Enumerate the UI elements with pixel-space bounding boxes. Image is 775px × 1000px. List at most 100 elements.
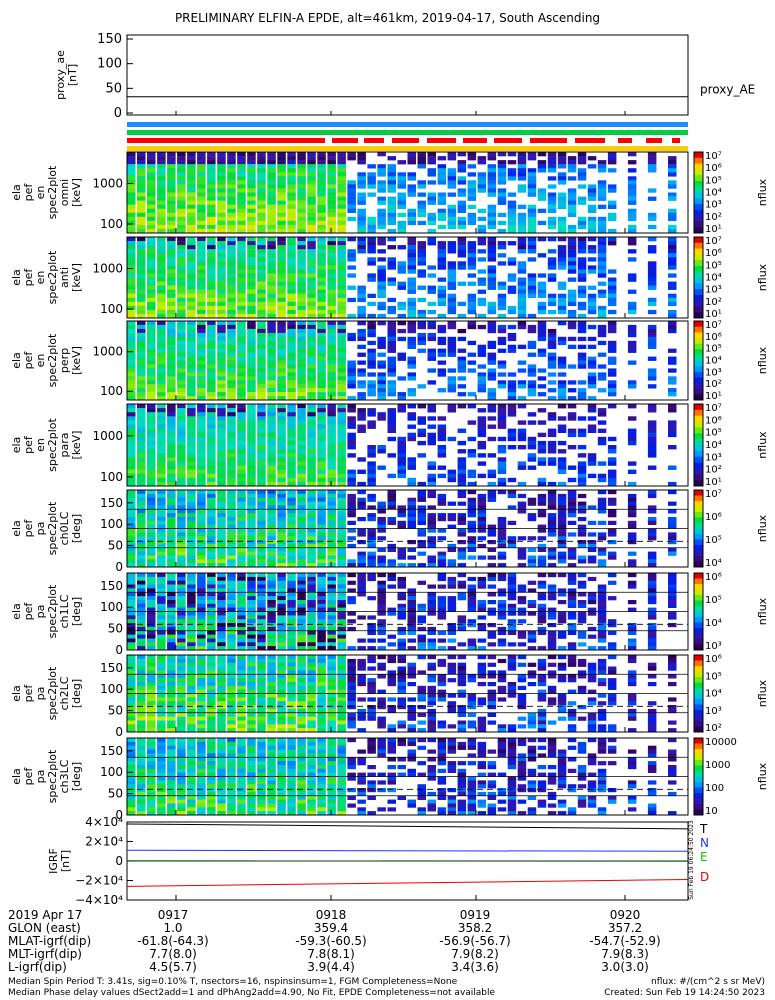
spectrogram-cell <box>487 192 497 197</box>
spectrogram-cell <box>567 416 577 421</box>
spectrogram-cell <box>207 404 216 409</box>
spectrogram-cell <box>457 245 467 250</box>
spectrogram-cell <box>257 528 266 533</box>
spectrogram-cell <box>327 253 336 258</box>
spectrogram-cell <box>297 396 306 401</box>
spectrogram-cell <box>597 388 607 393</box>
spectrogram-cell <box>187 277 196 282</box>
spectrogram-cell <box>417 505 426 510</box>
spectrogram-cell <box>317 184 326 189</box>
spectrogram-cell <box>127 249 136 254</box>
spectrogram-cell <box>247 596 256 601</box>
spectrogram-cell <box>357 152 366 157</box>
spectrogram-cell <box>157 497 166 502</box>
spectrogram-cell <box>477 237 487 242</box>
spectrogram-cell <box>157 528 166 533</box>
spectrogram-cell <box>397 172 406 177</box>
spectrogram-cell <box>227 626 236 632</box>
spectrogram-cell <box>597 505 607 510</box>
spectrogram-cell <box>187 200 196 205</box>
spectrogram-cell <box>267 559 276 564</box>
spectrogram-cell <box>147 200 156 205</box>
spectrogram-cell <box>317 449 326 454</box>
spectrogram-cell <box>527 293 537 298</box>
spectrogram-cell <box>397 563 406 568</box>
spectrogram-cell <box>137 551 146 556</box>
spectrogram-cell <box>367 528 376 533</box>
spectrogram-cell <box>167 563 176 568</box>
spectrogram-cell <box>357 216 366 222</box>
spectrogram-cell <box>297 630 306 635</box>
spectrogram-cell <box>177 265 186 270</box>
spectrogram-cell <box>267 396 276 401</box>
spectrogram-cell <box>537 619 547 624</box>
spectrogram-cell <box>327 638 336 643</box>
spectrogram-cell <box>527 588 537 593</box>
spectrogram-cell <box>307 497 316 502</box>
spectrogram-cell <box>177 348 186 353</box>
spectrogram-cell <box>227 364 236 369</box>
spectrogram-cell <box>467 481 477 487</box>
spectrogram-cell <box>177 368 186 373</box>
spectrogram-cell <box>527 180 537 185</box>
spectrogram-cell <box>307 596 316 601</box>
spectrogram-cell <box>337 228 346 234</box>
spectrogram-cell <box>517 607 527 612</box>
spectrogram-cell <box>487 344 497 349</box>
spectrogram-cell <box>187 176 196 181</box>
spectrogram-cell <box>367 563 376 568</box>
spectrogram-cell <box>307 457 316 462</box>
spectrogram-cell <box>217 245 226 250</box>
spectrogram-cell <box>557 457 567 462</box>
spectrogram-cell <box>337 416 346 421</box>
spectrogram-cell <box>627 180 637 185</box>
spectrogram-cell <box>557 493 567 499</box>
spectrogram-cell <box>307 563 316 568</box>
spectrogram-cell <box>527 324 537 330</box>
spectrogram-cell <box>127 563 136 568</box>
spectrogram-cell <box>177 517 186 522</box>
spectrogram-cell <box>377 321 386 326</box>
spectrogram-cell <box>457 469 467 474</box>
spectrogram-cell <box>547 501 557 506</box>
spectrogram-cell <box>447 216 457 222</box>
spectrogram-cell <box>237 453 246 458</box>
spectrogram-cell <box>307 356 316 361</box>
spectrogram-cell <box>277 607 286 612</box>
spectrogram-cell <box>127 348 136 353</box>
spectrogram-cell <box>267 336 276 342</box>
spectrogram-cell <box>607 555 617 560</box>
spectrogram-cell <box>597 588 607 593</box>
spectrogram-cell <box>467 436 477 442</box>
spectrogram-cell <box>197 493 206 499</box>
spectrogram-cell <box>247 473 256 479</box>
spectrogram-cell <box>537 445 547 450</box>
spectrogram-cell <box>257 551 266 556</box>
spectrogram-cell <box>297 404 306 409</box>
spectrogram-cell <box>457 473 467 479</box>
spectrogram-cell <box>668 216 677 222</box>
spectrogram-cell <box>597 490 607 495</box>
spectrogram-cell <box>427 200 436 205</box>
spectrogram-cell <box>517 168 527 173</box>
spectrogram-cell <box>177 580 186 585</box>
spectrogram-cell <box>257 412 266 417</box>
spectrogram-cell <box>207 540 216 545</box>
spectrogram-cell <box>327 524 336 529</box>
spectrogram-cell <box>287 192 296 197</box>
spectrogram-cell <box>187 289 196 294</box>
spectrogram-cell <box>137 420 146 425</box>
spectrogram-cell <box>127 559 136 564</box>
spectrogram-cell <box>337 388 346 393</box>
spectrogram-cell <box>277 285 286 290</box>
spectrogram-cell <box>297 224 306 230</box>
spectrogram-cell <box>257 356 266 361</box>
spectrogram-cell <box>387 176 396 181</box>
spectrogram-cell <box>377 559 386 564</box>
colorbar-segment <box>694 415 703 423</box>
spectrogram-cell <box>427 517 436 522</box>
spectrogram-cell <box>537 321 547 326</box>
spectrogram-cell <box>517 224 527 230</box>
spectrogram-cell <box>127 160 136 165</box>
spectrogram-cell <box>467 156 477 161</box>
